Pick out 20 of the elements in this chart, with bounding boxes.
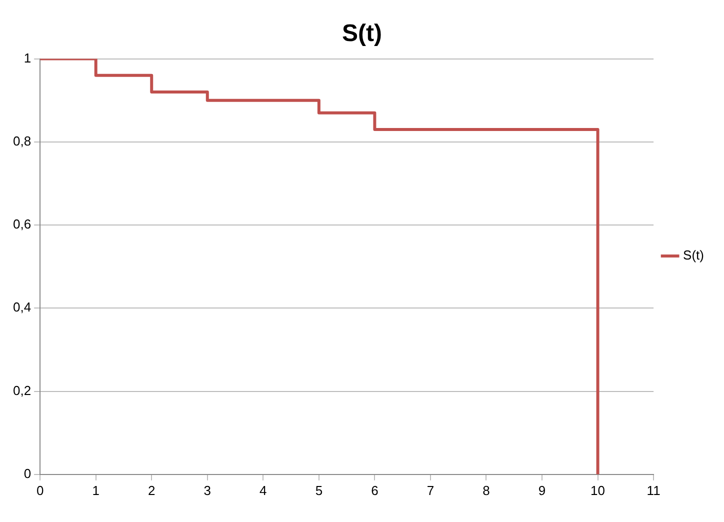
x-tick-label: 6 bbox=[371, 482, 378, 498]
y-tick-label: 1 bbox=[24, 50, 32, 66]
y-tick-label: 0,4 bbox=[12, 300, 32, 315]
y-tick-label: 0,8 bbox=[12, 134, 32, 148]
y-tick-label: 0,6 bbox=[12, 216, 32, 232]
x-tick-label: 9 bbox=[538, 482, 546, 498]
x-tick-label: 5 bbox=[315, 482, 323, 498]
x-tick-label: 1 bbox=[92, 482, 100, 498]
y-tick-label: 0 bbox=[24, 466, 32, 481]
x-tick-label: 11 bbox=[646, 482, 660, 498]
x-tick-label: 7 bbox=[426, 482, 434, 498]
x-tick-label: 8 bbox=[482, 482, 490, 498]
x-tick-label: 2 bbox=[148, 482, 156, 498]
x-tick-label: 4 bbox=[260, 482, 267, 498]
x-tick-label: 3 bbox=[204, 482, 212, 498]
x-tick-label: 10 bbox=[590, 482, 606, 498]
x-tick-label: 0 bbox=[36, 482, 44, 498]
y-tick-label: 0,2 bbox=[12, 382, 32, 398]
chart-title: S(t) bbox=[342, 20, 382, 48]
legend-label: S(t) bbox=[683, 248, 704, 263]
